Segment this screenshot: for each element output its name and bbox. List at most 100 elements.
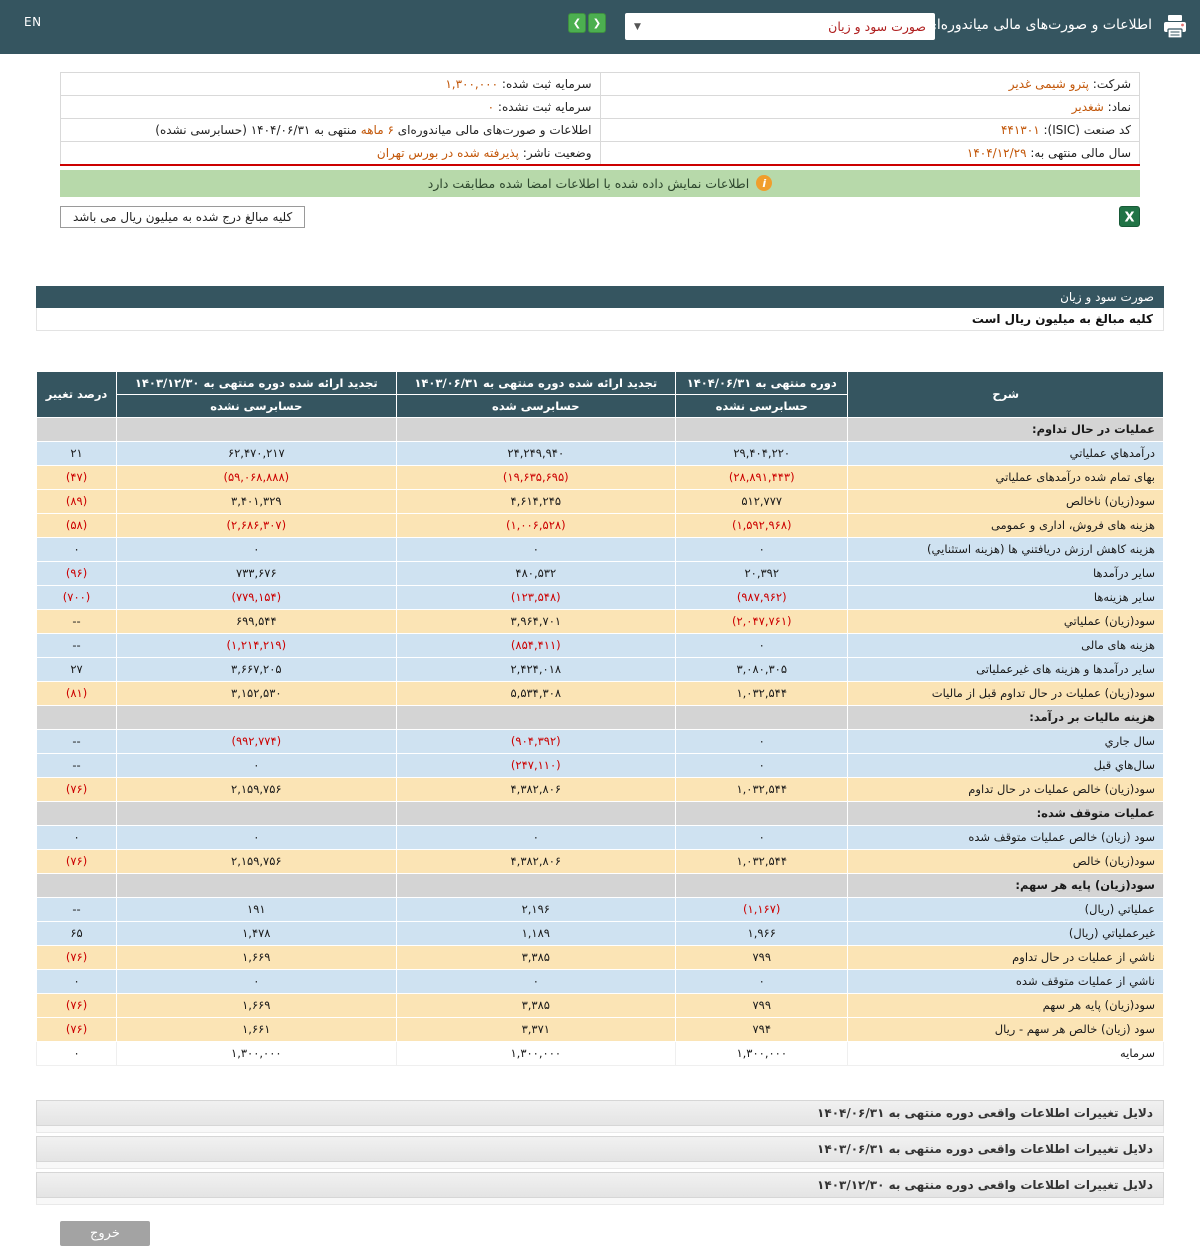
- info-value[interactable]: ۴۴۱۳۰۱: [1000, 123, 1040, 137]
- reason-section: دلایل تغییرات اطلاعات واقعی دوره منتهی ب…: [36, 1099, 1164, 1133]
- value-period-3: ۰: [116, 752, 397, 778]
- value-period-2: (۱۲۳,۵۴۸): [395, 584, 677, 610]
- value-percent-change: (۸۹): [35, 488, 118, 514]
- statement-data-row: سایر هزینه‌ها (۹۸۷,۹۶۲) (۱۲۳,۵۴۸) (۷۷۹,۱۵۴)…: [35, 584, 1164, 610]
- reason-section-header[interactable]: دلایل تغییرات اطلاعات واقعی دوره منتهی ب…: [36, 1135, 1164, 1162]
- info-value[interactable]: پذیرفته شده در بورس تهران: [376, 145, 519, 160]
- value-percent-change: ۶۵: [35, 920, 118, 946]
- signed-data-notice-text: اطلاعات نمایش داده شده با اطلاعات امضا ش…: [427, 175, 750, 191]
- value-period-3: ۳,۱۵۲,۵۳۰: [116, 680, 397, 706]
- value-percent-change: --: [35, 752, 118, 778]
- value-percent-change: ۰: [35, 536, 118, 562]
- value-period-2: ۰: [395, 968, 677, 994]
- value-period-3: ۶۹۹,۵۴۴: [116, 608, 397, 634]
- value-percent-change: ۲۷: [35, 656, 118, 682]
- unit-row: X کلیه مبالغ درج شده به میلیون ریال می ب…: [60, 205, 1140, 228]
- value-period-3: ۱۹۱: [116, 896, 397, 922]
- column-header-period-3: تجدید ارائه شده دوره منتهی به ۱۴۰۳/۱۲/۳۰: [116, 370, 397, 395]
- value-period-3: ۱,۶۶۹: [116, 992, 397, 1018]
- empty-cell: [35, 800, 118, 826]
- statement-data-row: بهای تمام شده درآمدهای عملیاتي (۲۸,۸۹۱,۴۴…: [35, 464, 1164, 490]
- row-label: بهای تمام شده درآمدهای عملیاتي: [847, 464, 1164, 490]
- value-period-3: ۰: [116, 824, 397, 850]
- language-toggle[interactable]: EN: [24, 15, 42, 29]
- info-cell: سال مالی منتهی به: ۱۴۰۴/۱۲/۲۹: [599, 141, 1140, 165]
- value-period-2: ۴,۳۸۲,۸۰۶: [395, 848, 677, 874]
- value-period-1: ۷۹۹: [675, 992, 849, 1018]
- info-value[interactable]: ۱۴۰۴/۱۲/۲۹: [966, 145, 1027, 160]
- info-cell: شرکت: پترو شیمی غدیر: [599, 72, 1140, 96]
- value-period-3: ۷۳۳,۶۷۶: [116, 560, 397, 586]
- empty-cell: [116, 872, 397, 898]
- row-label: سود(زیان) خالص عملیات در حال تداوم: [847, 776, 1164, 802]
- empty-cell: [35, 872, 118, 898]
- excel-export-icon[interactable]: X: [1119, 206, 1140, 227]
- value-percent-change: (۷۶): [35, 848, 118, 874]
- income-statement-section: صورت سود و زیان کلیه مبالغ به میلیون ریا…: [35, 285, 1164, 1066]
- row-label: هزینه کاهش ارزش دریافتني ها (هزینه استثن…: [847, 536, 1164, 562]
- statement-section-row: هزینه مالیات بر درآمد:: [35, 704, 1164, 730]
- income-statement-table: شرح دوره منتهی به ۱۴۰۴/۰۶/۳۱ تجدید ارائه…: [35, 370, 1164, 1066]
- statement-data-row: هزینه های فروش، اداری و عمومی (۱,۵۹۲,۹۶۸)…: [35, 512, 1164, 538]
- report-type-selected-value: صورت سود و زیان: [828, 19, 926, 34]
- value-percent-change: ۲۱: [35, 440, 118, 466]
- value-period-1: (۹۸۷,۹۶۲): [675, 584, 849, 610]
- info-value[interactable]: پترو شیمی غدیر: [1008, 77, 1089, 91]
- reason-section-header[interactable]: دلایل تغییرات اطلاعات واقعی دوره منتهی ب…: [36, 1171, 1164, 1198]
- value-period-3: ۳,۴۰۱,۳۲۹: [116, 488, 397, 514]
- value-period-2: ۳,۹۶۴,۷۰۱: [395, 608, 677, 634]
- value-period-1: ۰: [675, 968, 849, 994]
- report-type-select[interactable]: صورت سود و زیان ▼: [625, 13, 935, 40]
- empty-cell: [675, 872, 849, 898]
- row-label: سال جاري: [847, 728, 1164, 754]
- value-period-2: ۲,۱۹۶: [395, 896, 677, 922]
- empty-cell: [395, 800, 677, 826]
- row-label: سود(زیان) عملیات در حال تداوم قبل از مال…: [847, 680, 1164, 706]
- exit-button[interactable]: خروج: [60, 1220, 150, 1246]
- info-value[interactable]: ۱,۳۰۰,۰۰۰: [445, 77, 499, 91]
- statement-data-row: سرمایه ۱,۳۰۰,۰۰۰ ۱,۳۰۰,۰۰۰ ۱,۳۰۰,۰۰۰ ۰: [35, 1040, 1164, 1066]
- print-icon[interactable]: [1160, 12, 1190, 42]
- info-value[interactable]: ۶ ماهه: [360, 123, 394, 137]
- statement-body: عملیات در حال تداوم: درآمدهاي عملياتي ۲۹,۴…: [35, 416, 1164, 1066]
- statement-data-row: سود (زیان) خالص عملیات متوقف شده ۰ ۰ ۰ ۰: [35, 824, 1164, 850]
- prev-period-button[interactable]: ❮: [568, 13, 586, 33]
- statement-data-row: سایر درآمدها و هزینه های غیرعملیاتی ۳,۰۸۰…: [35, 656, 1164, 682]
- statement-data-row: سایر درآمدها ۲۰,۳۹۲ ۴۸۰,۵۳۲ ۷۳۳,۶۷۶ (۹۶): [35, 560, 1164, 586]
- empty-cell: [675, 704, 849, 730]
- value-period-2: ۴,۳۸۲,۸۰۶: [395, 776, 677, 802]
- info-value[interactable]: شغدیر: [1071, 100, 1104, 114]
- value-period-3: ۱,۶۶۹: [116, 944, 397, 970]
- info-label: سال مالی منتهی به:: [1030, 145, 1131, 160]
- value-percent-change: (۵۸): [35, 512, 118, 538]
- statement-data-row: هزینه های مالی ۰ (۸۵۴,۴۱۱) (۱,۲۱۴,۲۱۹) --: [35, 632, 1164, 658]
- value-period-1: ۲۰,۳۹۲: [675, 560, 849, 586]
- statement-data-row: سود(زیان) پایه هر سهم ۷۹۹ ۳,۳۸۵ ۱,۶۶۹ (۷۶): [35, 992, 1164, 1018]
- value-period-2: ۴۸۰,۵۳۲: [395, 560, 677, 586]
- value-percent-change: --: [35, 728, 118, 754]
- row-label: عملیاتي (ریال): [847, 896, 1164, 922]
- value-period-2: ۲,۴۲۴,۰۱۸: [395, 656, 677, 682]
- empty-cell: [675, 416, 849, 442]
- row-label: سایر هزینه‌ها: [847, 584, 1164, 610]
- value-period-2: ۳,۳۷۱: [395, 1016, 677, 1042]
- reason-section-body: [36, 1161, 1164, 1169]
- value-period-3: (۲,۶۸۶,۳۰۷): [116, 512, 397, 538]
- info-value[interactable]: ۰: [487, 100, 495, 114]
- reason-section-header[interactable]: دلایل تغییرات اطلاعات واقعی دوره منتهی ب…: [36, 1099, 1164, 1126]
- empty-cell: [395, 872, 677, 898]
- value-period-3: ۳,۶۶۷,۲۰۵: [116, 656, 397, 682]
- value-period-3: (۵۹,۰۶۸,۸۸۸): [116, 464, 397, 490]
- info-label: نماد:: [1107, 100, 1131, 114]
- info-cell: وضعیت ناشر: پذیرفته شده در بورس تهران: [60, 141, 601, 165]
- statement-section-row: عملیات در حال تداوم:: [35, 416, 1164, 442]
- value-percent-change: (۷۶): [35, 1016, 118, 1042]
- empty-cell: [116, 800, 397, 826]
- row-label: درآمدهاي عملياتي: [847, 440, 1164, 466]
- statement-data-row: ناشي از عملیات در حال تداوم ۷۹۹ ۳,۳۸۵ ۱,۶۶۹…: [35, 944, 1164, 970]
- row-label: ناشي از عملیات در حال تداوم: [847, 944, 1164, 970]
- row-label: سود (زیان) خالص عملیات متوقف شده: [847, 824, 1164, 850]
- row-label: سود(زیان) خالص: [847, 848, 1164, 874]
- row-label: هزینه های فروش، اداری و عمومی: [847, 512, 1164, 538]
- next-period-button[interactable]: ❯: [588, 13, 606, 33]
